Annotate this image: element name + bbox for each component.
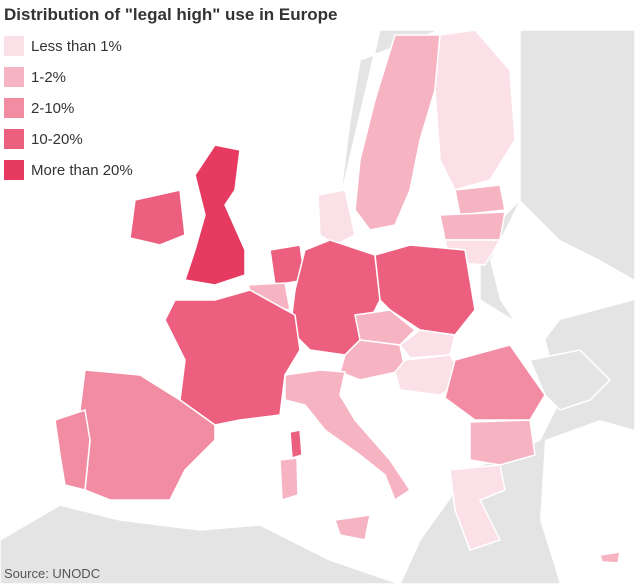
legend: Less than 1% 1-2% 2-10% 10-20% More than 20% <box>4 36 133 180</box>
denmark <box>317 189 356 246</box>
hungary <box>394 354 467 396</box>
uk <box>184 144 246 286</box>
map-title: Distribution of "legal high" use in Euro… <box>4 5 337 24</box>
switzerland-italy <box>284 369 412 502</box>
cyprus <box>599 551 621 564</box>
legend-label: More than 20% <box>31 162 133 179</box>
greece <box>449 464 506 551</box>
ireland <box>129 189 186 246</box>
source: Source: UNODC <box>4 566 100 581</box>
legend-swatch <box>4 36 24 56</box>
sardinia <box>279 457 299 502</box>
legend-label: 2-10% <box>31 100 74 117</box>
slovakia <box>398 329 456 359</box>
legend-label: 10-20% <box>31 131 83 148</box>
estonia <box>454 184 506 216</box>
finland <box>434 29 516 191</box>
legend-label: 1-2% <box>31 69 66 86</box>
legend-swatch <box>4 129 24 149</box>
countries <box>54 29 621 564</box>
bulgaria <box>469 419 536 466</box>
legend-swatch <box>4 67 24 87</box>
portugal <box>54 409 91 491</box>
czech <box>354 309 417 346</box>
latvia <box>439 211 506 241</box>
legend-label: Less than 1% <box>31 38 122 55</box>
france <box>164 289 301 426</box>
sicily <box>334 514 371 541</box>
legend-swatch <box>4 98 24 118</box>
legend-swatch <box>4 160 24 180</box>
romania <box>444 344 546 421</box>
corsica <box>289 429 303 459</box>
basemap <box>0 29 635 584</box>
